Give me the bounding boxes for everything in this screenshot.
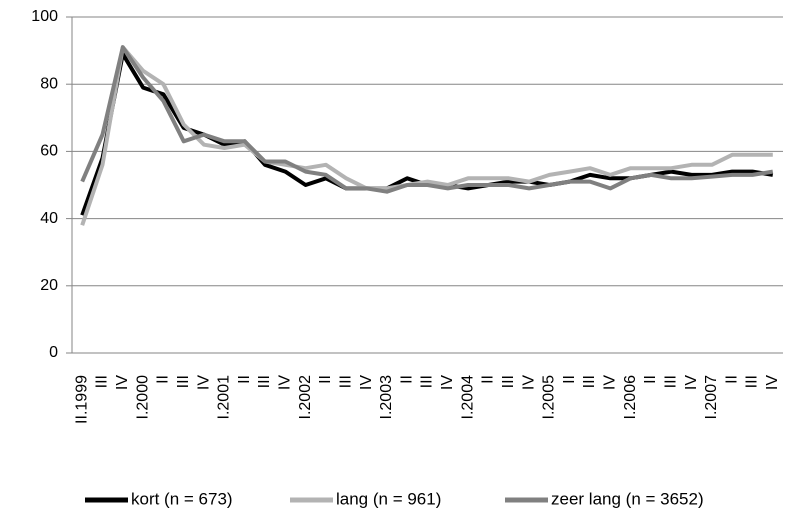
x-tick-label: II [155,375,172,384]
y-tick-label: 80 [40,75,58,92]
legend-label: zeer lang (n = 3652) [551,489,704,508]
line-series [80,52,774,216]
x-tick-label: I.2004 [459,375,476,420]
x-tick-label: II [723,375,740,384]
y-tick-label: 60 [40,143,58,160]
y-tick-label: 0 [49,344,58,361]
x-tick-label: III [662,375,679,388]
x-tick-label: III [744,375,761,388]
x-tick-label: II [317,375,334,384]
x-tick-label: I.2002 [297,375,314,420]
x-tick-label: III [581,375,598,388]
x-tick-label: IV [277,375,294,390]
x-tick-label: II [398,375,415,384]
x-tick-label: IV [764,375,781,390]
x-tick-label: IV [195,375,212,390]
x-tick-label: I.2003 [378,375,395,420]
x-tick-label: I.2000 [134,375,151,420]
legend-label: kort (n = 673) [131,489,233,508]
x-tick-label: II [642,375,659,384]
y-tick-label: 40 [40,210,58,227]
x-tick-label: I.2006 [622,375,639,420]
x-tick-label: III [419,375,436,388]
x-tick-label: II.1999 [73,375,90,424]
x-tick-label: I.2007 [703,375,720,420]
x-tick-label: II [480,375,497,384]
x-tick-label: II [236,375,253,384]
x-tick-label: IV [439,375,456,390]
x-tick-label: IV [358,375,375,390]
x-tick-label: IV [602,375,619,390]
legend-label: lang (n = 961) [336,489,441,508]
line-series [80,45,773,226]
x-tick-label: III [256,375,273,388]
x-tick-label: III [500,375,517,388]
x-tick-label: IV [520,375,537,390]
x-tick-label: I.2001 [216,375,233,420]
line-series [80,45,774,194]
x-tick-label: I.2005 [541,375,558,420]
x-tick-label: IV [114,375,131,390]
y-tick-label: 20 [40,277,58,294]
x-tick-label: II [561,375,578,384]
x-tick-label: IV [683,375,700,390]
x-tick-label: III [94,375,111,388]
y-tick-label: 100 [31,8,58,25]
x-tick-label: III [175,375,192,388]
x-tick-label: III [337,375,354,388]
